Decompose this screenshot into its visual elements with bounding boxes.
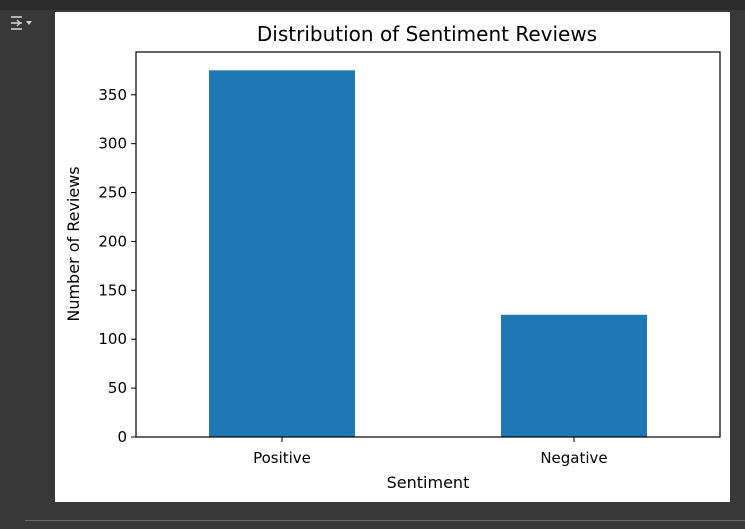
bars <box>209 70 647 438</box>
y-axis-label: Number of Reviews <box>64 166 83 321</box>
y-tick-label: 50 <box>108 379 127 397</box>
y-axis-ticks: 0 50 100 150 200 250 300 350 <box>98 86 136 446</box>
bar-positive <box>209 70 355 438</box>
x-tick-label: Negative <box>540 449 607 467</box>
bar-chart: Distribution of Sentiment Reviews 0 50 100… <box>64 22 721 492</box>
y-tick-label: 250 <box>98 184 127 202</box>
y-tick-label: 150 <box>98 281 127 299</box>
bar-negative <box>501 314 647 437</box>
output-toggle-button[interactable] <box>8 12 36 34</box>
output-gutter <box>0 10 55 519</box>
x-axis-label: Sentiment <box>387 473 470 492</box>
x-tick-label: Positive <box>253 449 311 467</box>
y-tick-label: 350 <box>98 86 127 104</box>
plot-output: Distribution of Sentiment Reviews 0 50 100… <box>55 12 730 502</box>
collapse-output-icon <box>11 16 32 30</box>
y-tick-label: 0 <box>117 428 127 446</box>
cell-bottom-border <box>25 520 745 521</box>
cell-top-border <box>0 0 745 10</box>
axes-frame <box>135 51 721 438</box>
chart-title: Distribution of Sentiment Reviews <box>257 22 597 46</box>
y-tick-label: 300 <box>98 135 127 153</box>
x-axis-ticks: Positive Negative <box>253 437 608 467</box>
y-tick-label: 100 <box>98 330 127 348</box>
y-tick-label: 200 <box>98 232 127 250</box>
